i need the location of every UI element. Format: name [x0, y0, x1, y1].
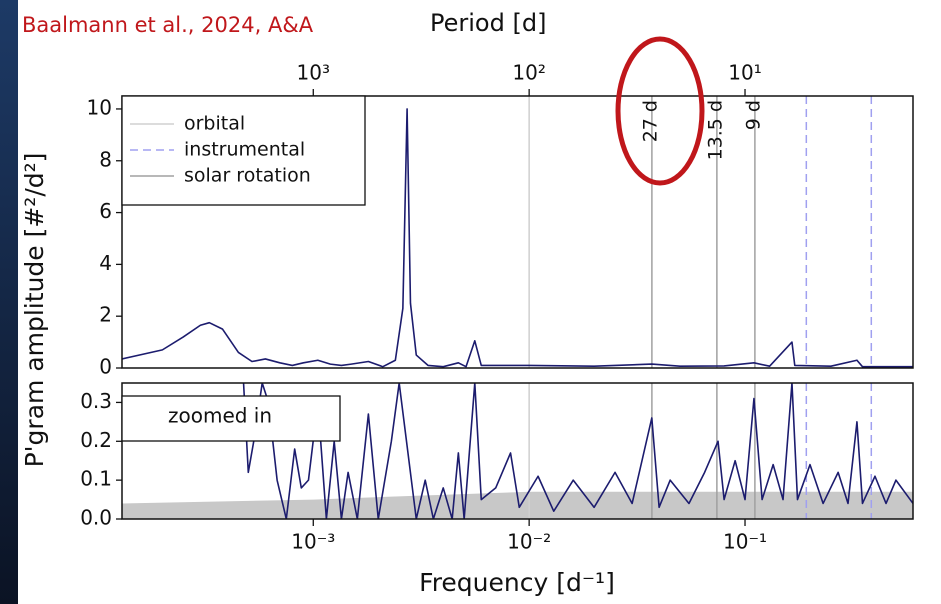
- plot-area: [122, 383, 913, 519]
- y-tick-label: 4: [99, 251, 112, 275]
- annotation: zoomed in: [168, 404, 272, 428]
- y-tick-label: 0.2: [80, 428, 112, 452]
- citation: Baalmann et al., 2024, A&A: [22, 13, 314, 37]
- reference-label: 27 d: [639, 100, 661, 142]
- x2-tick-label: 10³: [297, 61, 330, 85]
- x2-tick-label: 10²: [512, 61, 545, 85]
- x2-axis-label: Period [d]: [430, 9, 546, 37]
- plot-layers: 0 2 4 6 8 10 10³ 10² 10¹ 27 d 13.5 d 9 d orbital inst…: [80, 61, 914, 554]
- x-tick-label: 10⁻³: [291, 530, 335, 554]
- x-axis-label: Frequency [d⁻¹]: [419, 568, 615, 597]
- annotation-box: [121, 395, 341, 442]
- legend-label: solar rotation: [184, 165, 311, 187]
- noise-area: [122, 491, 913, 519]
- reference-label: 9 d: [742, 100, 764, 130]
- axes-frame: [121, 95, 914, 369]
- photo-strip: [0, 0, 18, 604]
- x2-tick-label: 10¹: [728, 61, 761, 85]
- series-line: [122, 108, 913, 368]
- highlight-ellipse: [615, 36, 705, 186]
- legend-label: instrumental: [184, 139, 305, 161]
- reference-label: 13.5 d: [704, 100, 726, 160]
- plot-area: [122, 96, 913, 368]
- y-tick-label: 0.1: [80, 467, 112, 491]
- y-tick-label: 2: [99, 303, 112, 327]
- y-tick-label: 10: [87, 95, 112, 119]
- x-tick-label: 10⁻¹: [723, 530, 767, 554]
- y-tick-label: 0: [99, 355, 112, 379]
- y-axis-label: P'gram amplitude [#²/d²]: [20, 153, 49, 468]
- legend-label: orbital: [184, 113, 245, 135]
- y-tick-label: 8: [99, 147, 112, 171]
- y-tick-label: 0.0: [80, 506, 112, 530]
- y-tick-label: 6: [99, 199, 112, 223]
- x-tick-label: 10⁻²: [507, 530, 551, 554]
- y-tick-label: 0.3: [80, 389, 112, 413]
- axes-frame: [121, 382, 914, 520]
